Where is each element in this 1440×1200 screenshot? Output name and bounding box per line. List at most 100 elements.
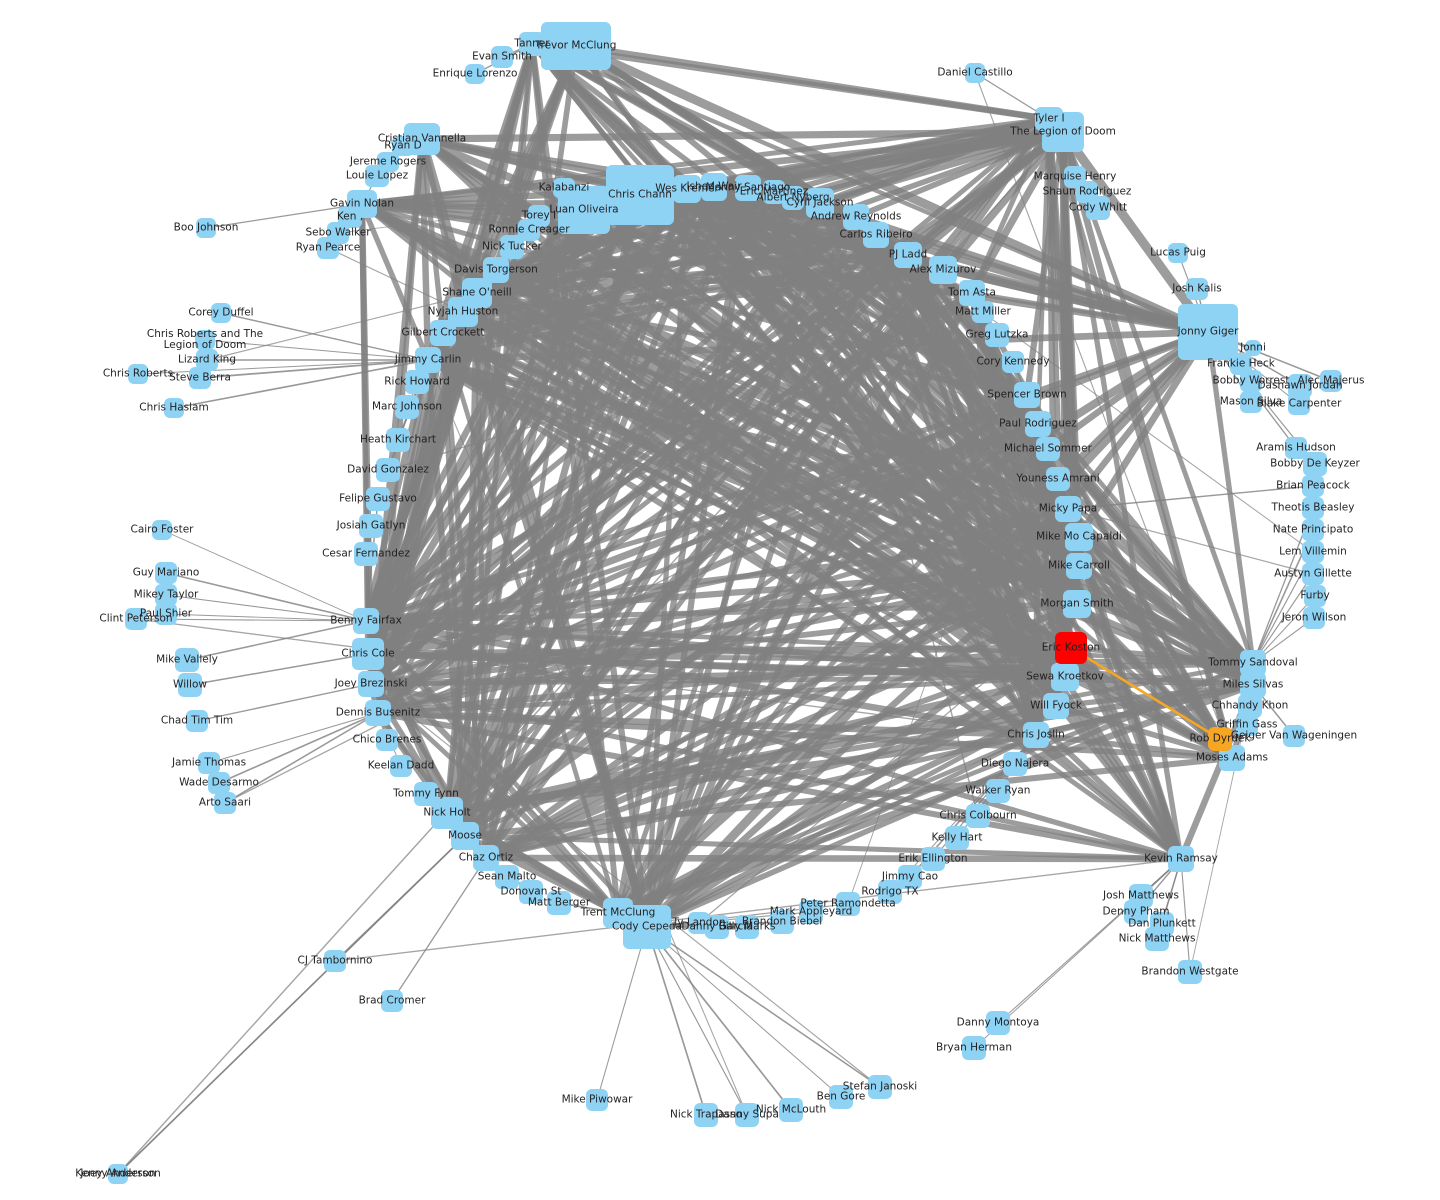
- graph-node-evan-smith[interactable]: [491, 46, 513, 68]
- graph-node-chris-colbourn[interactable]: [966, 804, 990, 828]
- graph-node-mike-carroll[interactable]: [1066, 553, 1092, 579]
- graph-node-miles-silvas[interactable]: [1240, 672, 1266, 698]
- graph-node-steve-berra[interactable]: [189, 367, 211, 389]
- graph-node-cesar-fernandez[interactable]: [354, 542, 378, 566]
- graph-node-spencer-brown[interactable]: [1014, 382, 1040, 408]
- graph-node-rick-howard[interactable]: [405, 370, 429, 394]
- graph-node-jimmy-cao[interactable]: [898, 865, 922, 889]
- graph-node-cody-whitt[interactable]: [1086, 196, 1110, 220]
- graph-node-jonny-giger[interactable]: [1178, 304, 1238, 360]
- graph-node-cj-tambornino[interactable]: [324, 950, 346, 972]
- graph-node-rodrigo-tx[interactable]: [878, 880, 902, 904]
- graph-node-brad-cromer[interactable]: [381, 990, 403, 1012]
- graph-node-eric-martinez[interactable]: [763, 180, 785, 204]
- graph-node-mike-mo-capaldi[interactable]: [1065, 523, 1093, 551]
- graph-node-marc-johnson[interactable]: [395, 395, 419, 419]
- graph-node-chris-roberts-and-the-legion-of-doom[interactable]: [195, 330, 215, 350]
- graph-node-felipe-gustavo[interactable]: [366, 487, 390, 511]
- graph-node-tommy-sandoval[interactable]: [1240, 650, 1266, 676]
- graph-node-lucas-puig[interactable]: [1168, 243, 1188, 263]
- graph-node-bryan-herman[interactable]: [962, 1036, 986, 1060]
- graph-node-nick-mclouth[interactable]: [779, 1098, 803, 1122]
- graph-node-benny-fairfax[interactable]: [353, 608, 379, 634]
- graph-node-nate-principato[interactable]: [1302, 519, 1324, 541]
- graph-node-rob-dyrdek[interactable]: [1208, 727, 1232, 751]
- graph-node-tanner[interactable]: [519, 32, 545, 56]
- graph-node-greg-lutzka[interactable]: [985, 323, 1009, 347]
- graph-node-the-legion-of-doom[interactable]: [1042, 112, 1084, 152]
- graph-node-manny-santiago[interactable]: [735, 175, 761, 201]
- graph-node-frankie-heck[interactable]: [1230, 353, 1252, 375]
- graph-node-chris-joslin[interactable]: [1023, 722, 1049, 748]
- graph-node-willow[interactable]: [178, 673, 202, 697]
- graph-node-pj-ladd[interactable]: [894, 242, 922, 268]
- graph-node-boo-johnson[interactable]: [196, 218, 216, 238]
- graph-node-mikey-taylor[interactable]: [155, 584, 177, 606]
- graph-node-matt-berger[interactable]: [547, 891, 571, 915]
- graph-node-gilbert-crockett[interactable]: [430, 320, 456, 346]
- graph-node-diego-najera[interactable]: [1003, 752, 1027, 776]
- graph-node-joey-anderson[interactable]: [110, 1166, 126, 1182]
- graph-node-danny-supa[interactable]: [735, 1103, 759, 1127]
- graph-node-paul-shier[interactable]: [155, 603, 177, 625]
- graph-node-dennis-busenitz[interactable]: [365, 700, 391, 726]
- graph-node-jonni[interactable]: [1245, 340, 1261, 356]
- graph-node-louie-lopez[interactable]: [365, 165, 389, 187]
- graph-node-daniel-castillo[interactable]: [965, 63, 985, 83]
- graph-node-wes-kremer[interactable]: [673, 175, 701, 203]
- graph-node-enrique-lorenzo[interactable]: [465, 64, 485, 84]
- graph-node-peter-ramondetta[interactable]: [836, 892, 860, 916]
- graph-node-griffin-gass[interactable]: [1236, 714, 1258, 736]
- graph-node-nick-trapasso[interactable]: [694, 1103, 718, 1127]
- graph-node-ryan-pearce[interactable]: [317, 237, 339, 259]
- graph-node-micky-papa[interactable]: [1055, 496, 1081, 522]
- graph-node-cyril-jackson[interactable]: [806, 188, 834, 218]
- graph-node-blake-carpenter[interactable]: [1288, 393, 1310, 415]
- graph-node-eric-koston[interactable]: [1055, 632, 1087, 664]
- graph-node-ben-gore[interactable]: [829, 1085, 853, 1109]
- graph-node-chris-cole[interactable]: [352, 638, 384, 670]
- graph-node-cody-cepeda[interactable]: [623, 905, 671, 949]
- graph-node-carlos-ribeiro[interactable]: [863, 222, 889, 248]
- graph-node-nick-tucker[interactable]: [500, 235, 524, 259]
- graph-node-chris-roberts[interactable]: [128, 364, 148, 384]
- graph-node-brandon-westgate[interactable]: [1178, 960, 1202, 984]
- graph-node-erik-ellington[interactable]: [921, 847, 945, 871]
- graph-node-donovan-st[interactable]: [519, 880, 543, 904]
- graph-node-theotis-beasley[interactable]: [1302, 497, 1324, 519]
- graph-node-mason-silva[interactable]: [1240, 391, 1262, 413]
- graph-node-chaz-ortiz[interactable]: [473, 845, 499, 871]
- graph-node-guy-mariano[interactable]: [155, 562, 177, 584]
- graph-node-trevor-mcclung[interactable]: [541, 22, 611, 70]
- graph-node-mike-vallely[interactable]: [175, 648, 199, 672]
- graph-node-nick-matthews[interactable]: [1145, 927, 1169, 951]
- graph-node-arto-saari[interactable]: [214, 792, 236, 814]
- graph-node-lem-villemin[interactable]: [1302, 541, 1324, 563]
- graph-node-austyn-gillette[interactable]: [1302, 563, 1324, 585]
- graph-node-mark-appleyard[interactable]: [799, 900, 823, 924]
- graph-node-danny-montoya[interactable]: [986, 1011, 1010, 1035]
- graph-node-geiger-van-wageningen[interactable]: [1283, 725, 1305, 747]
- graph-node-bobby-worrest[interactable]: [1240, 370, 1262, 392]
- graph-node-jamie-thomas[interactable]: [198, 752, 220, 774]
- graph-node-ishod-wair[interactable]: [701, 173, 727, 201]
- graph-node-josh-kalis[interactable]: [1186, 278, 1208, 300]
- graph-node-brian-peacock[interactable]: [1302, 475, 1324, 497]
- graph-node-jimmy-carlin[interactable]: [415, 347, 441, 373]
- graph-node-will-fyock[interactable]: [1043, 693, 1069, 719]
- graph-node-josiah-gatlyn[interactable]: [359, 514, 383, 538]
- graph-node-ronnie-creager[interactable]: [518, 219, 540, 241]
- graph-node-aramis-hudson[interactable]: [1285, 437, 1307, 459]
- graph-node-michael-sommer[interactable]: [1036, 437, 1060, 461]
- graph-node-walker-ryan[interactable]: [986, 779, 1010, 803]
- graph-node-bobby-de-keyzer[interactable]: [1303, 452, 1327, 476]
- graph-node-luan-oliveira[interactable]: [558, 186, 610, 234]
- graph-node-albert-nyberg[interactable]: [782, 186, 804, 210]
- graph-node-cory-kennedy[interactable]: [1002, 351, 1024, 373]
- graph-node-heath-kirchart[interactable]: [386, 428, 410, 452]
- graph-node-alex-mizurov[interactable]: [929, 256, 957, 284]
- graph-node-chad-tim-tim[interactable]: [186, 710, 208, 732]
- graph-node-stefan-janoski[interactable]: [868, 1075, 892, 1099]
- graph-node-ty-landon[interactable]: [688, 912, 710, 934]
- graph-node-cairo-foster[interactable]: [152, 520, 172, 540]
